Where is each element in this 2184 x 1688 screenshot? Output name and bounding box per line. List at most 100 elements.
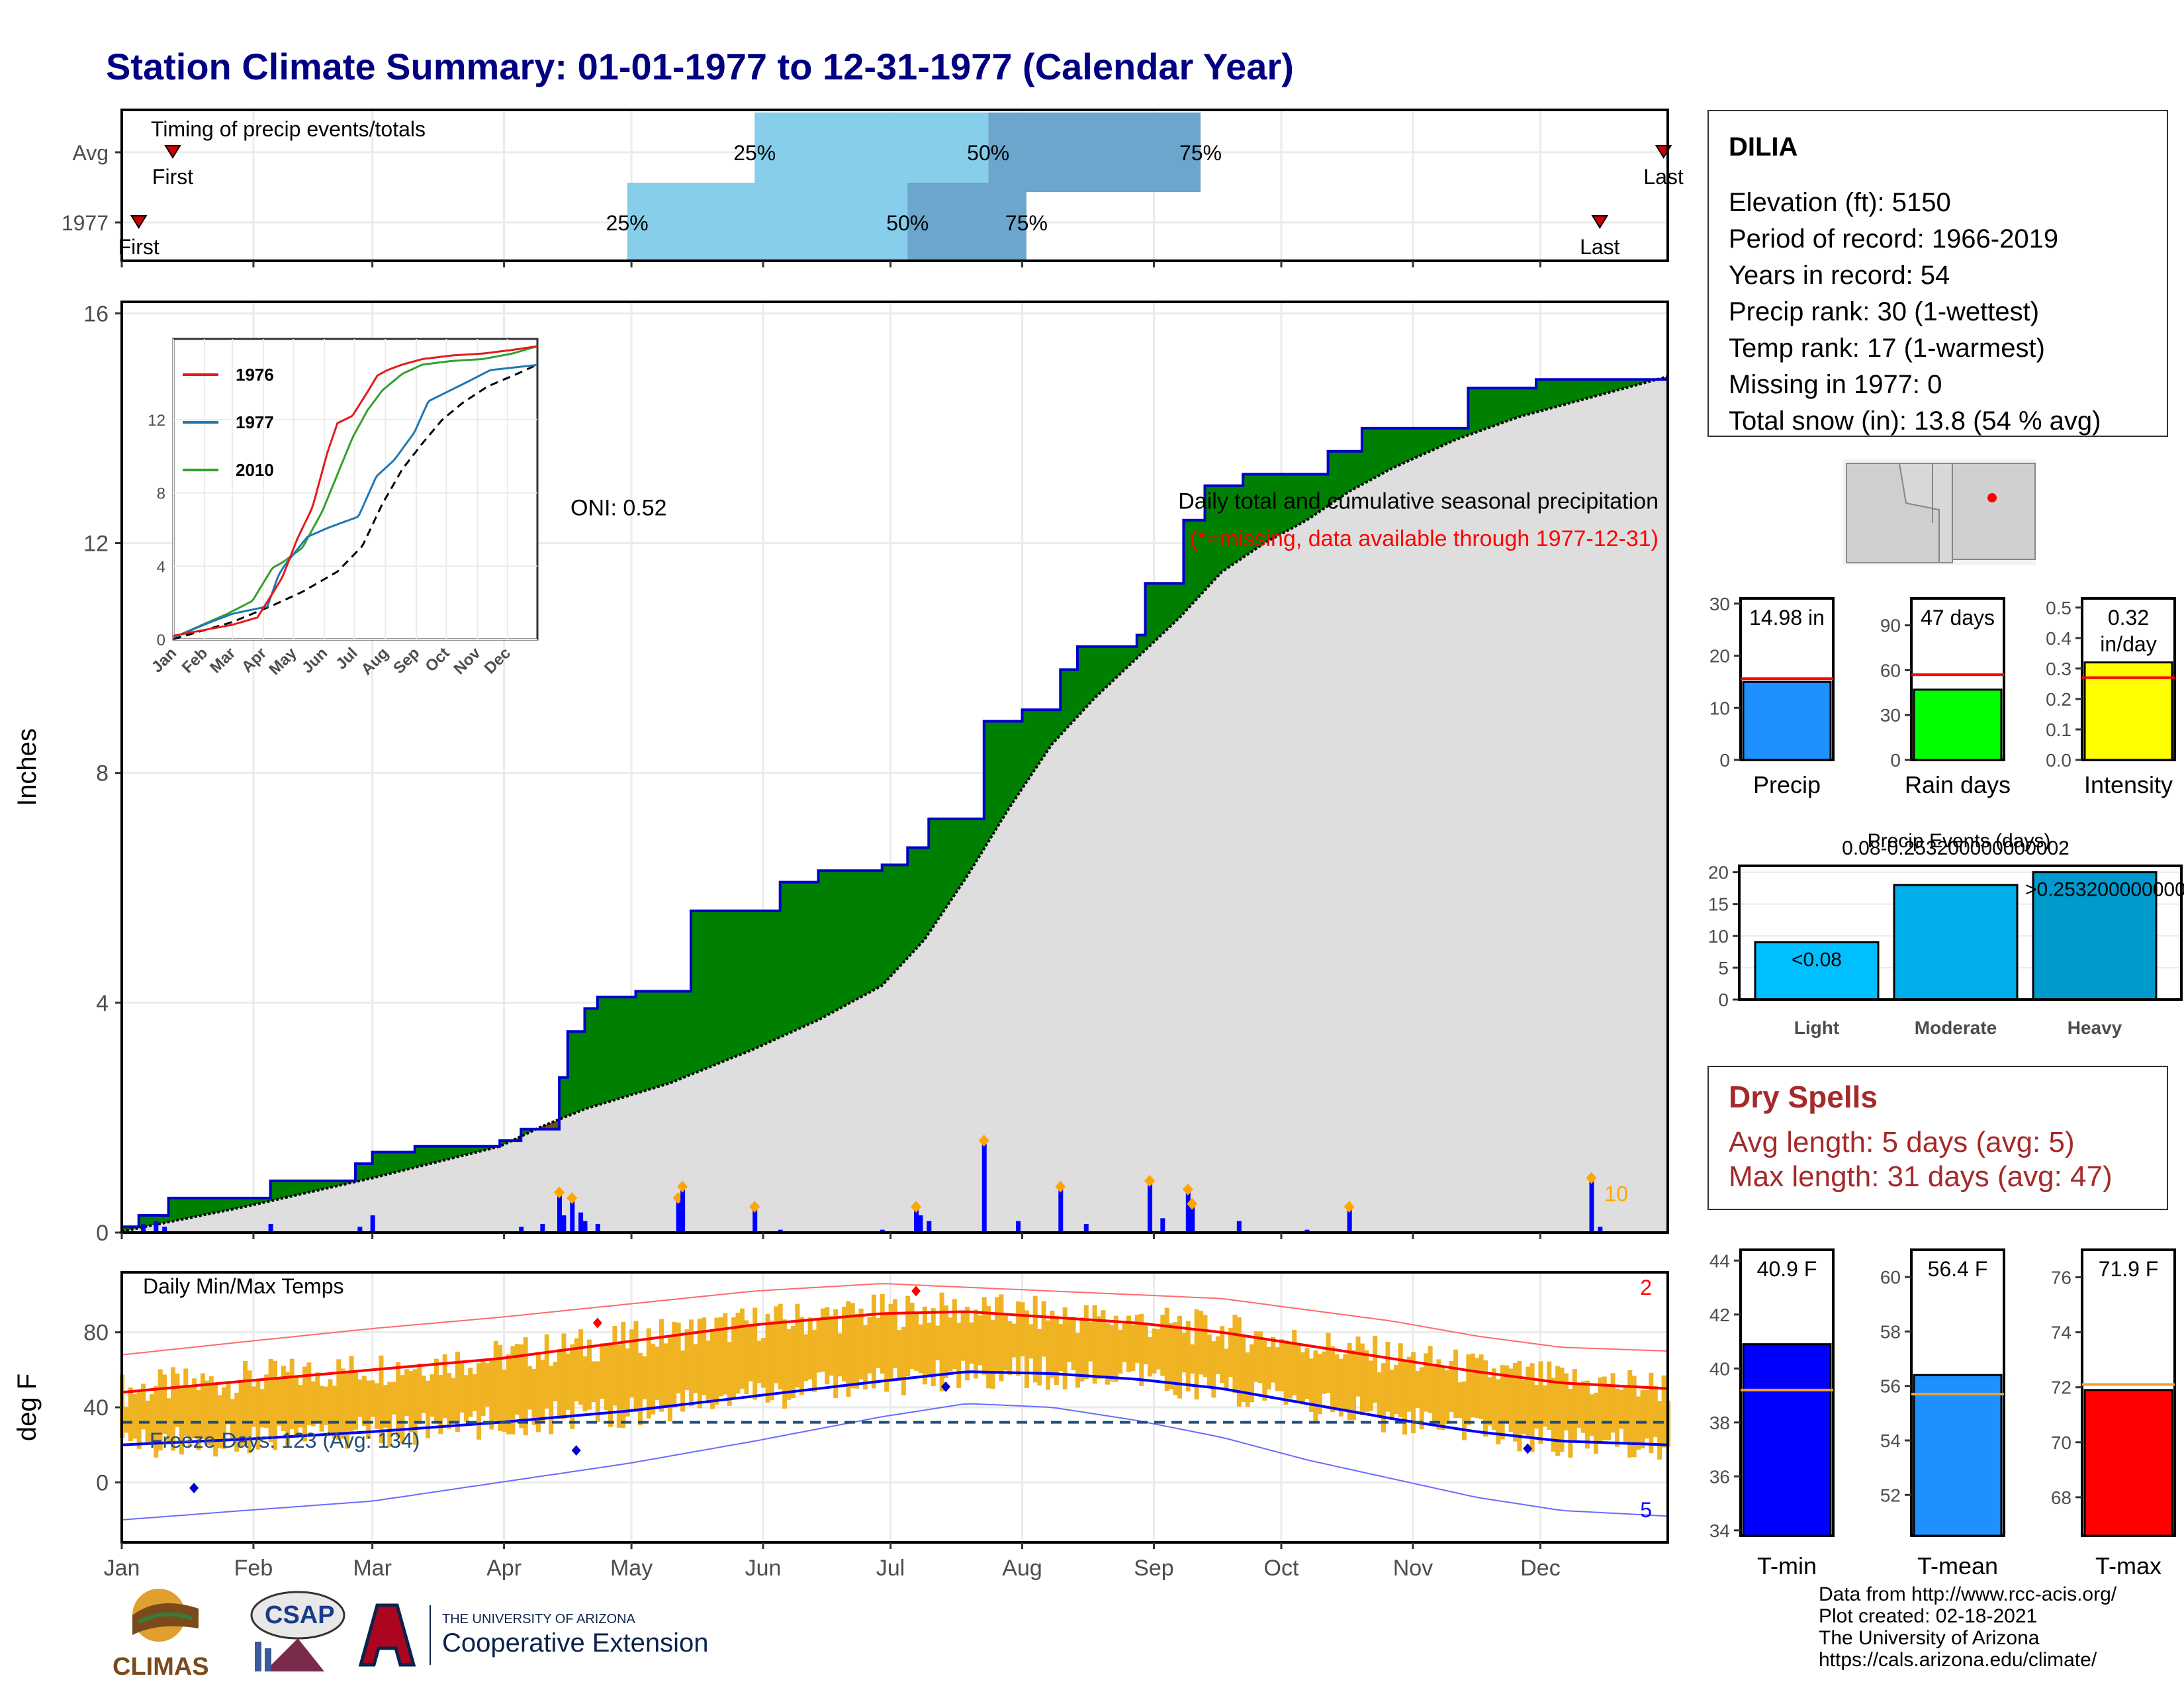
temps-daily-bar — [1173, 1322, 1178, 1395]
temps-daily-bar — [510, 1346, 516, 1434]
temps-daily-bar — [1640, 1389, 1645, 1448]
temps-panel: 0 40 80 Daily Min/Max Temps Freeze Days: 123… — [13, 1271, 1670, 1581]
temps-month-label: Sep — [1134, 1556, 1174, 1581]
timing-bar-25-50 — [754, 113, 989, 192]
temps-daily-bar — [1508, 1368, 1514, 1432]
temps-daily-bar — [595, 1361, 600, 1423]
temps-daily-bar — [1058, 1323, 1064, 1372]
temps-daily-bar — [1113, 1315, 1118, 1382]
dry-spells-max: Max length: 31 days (avg: 47) — [1729, 1160, 2113, 1193]
temps-daily-bar — [1555, 1366, 1561, 1456]
temps-daily-bar — [944, 1305, 949, 1378]
precip-daily-bar — [1190, 1203, 1195, 1233]
temps-daily-bar — [1224, 1348, 1229, 1391]
temps-daily-bar — [799, 1317, 804, 1395]
precip-daily-bar — [154, 1221, 159, 1233]
temps-daily-bar — [1190, 1344, 1195, 1374]
temps-record-marker — [941, 1381, 951, 1392]
temps-daily-bar — [1475, 1358, 1480, 1418]
events-y-tick-label: 5 — [1718, 958, 1729, 978]
timing-p25-label: 25% — [606, 211, 649, 235]
temps-daily-bar — [578, 1329, 584, 1405]
temps-daily-bar — [625, 1348, 630, 1417]
temps-daily-bar — [268, 1358, 273, 1442]
temps-month-label: Mar — [353, 1556, 392, 1581]
temps-daily-bar — [1598, 1377, 1603, 1443]
temps-daily-bar — [1479, 1354, 1484, 1420]
temps-daily-bar — [765, 1313, 770, 1403]
temps-y-tick-label: 80 — [83, 1321, 109, 1346]
temps-daily-bar — [285, 1372, 291, 1446]
temps-daily-bar — [302, 1366, 307, 1442]
temps-daily-bar — [1606, 1385, 1612, 1440]
temps-daily-bar — [1185, 1321, 1191, 1392]
temps-daily-bar — [1199, 1311, 1204, 1375]
station-total-snow: Total snow (in): 13.8 (54 % avg) — [1729, 406, 2101, 436]
temps-daily-bar — [1563, 1373, 1569, 1430]
temps-daily-bar — [1576, 1383, 1582, 1428]
precip-record-marker — [1586, 1172, 1597, 1184]
inset-legend-label: 1976 — [236, 365, 274, 385]
temps-daily-bar — [1024, 1310, 1029, 1389]
temps-month-label: Jun — [745, 1556, 782, 1581]
temps-daily-bar — [306, 1362, 312, 1425]
temps-daily-bar — [1449, 1360, 1454, 1413]
temps-daily-bar — [1504, 1365, 1510, 1424]
temps-daily-bar — [447, 1373, 452, 1429]
temps-daily-bar — [141, 1383, 146, 1430]
intensity-value-text: 0.32 — [2108, 606, 2149, 630]
temps-daily-bar — [1079, 1317, 1085, 1382]
precip-daily-bar — [752, 1206, 758, 1233]
station-precip-rank: Precip rank: 30 (1-wettest) — [1729, 297, 2040, 326]
temps-daily-bar — [1538, 1361, 1543, 1444]
precip-daily-bar — [1083, 1223, 1089, 1233]
timing-p75-label: 75% — [1179, 141, 1222, 165]
inset-average-line — [173, 363, 538, 640]
temps-daily-bar — [549, 1366, 554, 1434]
temps-daily-bar — [1631, 1376, 1637, 1458]
temps-daily-bar — [383, 1385, 388, 1428]
temps-daily-bar — [514, 1344, 520, 1415]
temps-daily-bar — [727, 1342, 732, 1406]
logos: CLIMAS CSAP THE UNIVERSITY OF ARIZONA Co… — [113, 1589, 708, 1681]
temps-daily-bar — [973, 1309, 978, 1379]
temps-daily-bar — [1292, 1329, 1297, 1395]
tmean-y-tick-label: 56 — [1880, 1376, 1901, 1397]
temps-daily-bar — [778, 1303, 783, 1389]
precip-record-marker — [1182, 1183, 1193, 1196]
climas-logo: CLIMAS — [113, 1589, 209, 1681]
temps-y-axis-label: deg F — [13, 1374, 42, 1441]
events-panel: Precip Events (days) 0 5 10 15 20 Light Moderat… — [1708, 830, 2184, 1038]
tmax-y-tick-label: 74 — [2051, 1323, 2071, 1343]
temps-daily-bar — [459, 1362, 465, 1413]
temps-daily-bar — [858, 1308, 864, 1380]
temps-freeze-label: Freeze Days: 123 (Avg: 134) — [150, 1429, 420, 1452]
temps-month-label: May — [610, 1556, 653, 1581]
climas-logo-text: CLIMAS — [113, 1653, 209, 1681]
temps-daily-bar — [493, 1340, 498, 1421]
temps-daily-bar — [1160, 1315, 1165, 1376]
temps-daily-bar — [506, 1354, 511, 1434]
temps-daily-bar — [183, 1368, 189, 1436]
inset-legend-label: 2010 — [236, 460, 274, 480]
temps-daily-bar — [867, 1317, 872, 1374]
timing-bar-50-75 — [988, 113, 1201, 192]
temps-daily-bar — [1181, 1333, 1187, 1373]
temps-daily-bar — [561, 1333, 567, 1419]
events-text-moderate: 0.08-0.253200000000002 — [1842, 837, 2070, 859]
precip-y-tick-label: 16 — [83, 301, 109, 326]
temps-y-tick-label: 0 — [96, 1470, 109, 1495]
rain-days-y-tick-label: 90 — [1880, 616, 1901, 636]
tmax-y-tick-label: 70 — [2051, 1432, 2071, 1453]
temps-daily-bar — [412, 1369, 418, 1445]
temps-daily-bar — [1164, 1307, 1169, 1391]
temps-daily-bar — [217, 1395, 222, 1448]
precip-total-label: Precip — [1753, 771, 1821, 798]
dry-spells-title: Dry Spells — [1729, 1080, 1878, 1114]
timing-panel-label: Timing of precip events/totals — [151, 117, 426, 141]
temps-daily-bar — [400, 1375, 405, 1443]
temps-daily-bar — [1228, 1328, 1233, 1377]
temps-daily-bar — [969, 1322, 974, 1364]
timing-last-marker-label: Last — [1580, 235, 1620, 259]
dry-spells-box: Dry Spells Avg length: 5 days (avg: 5) M… — [1707, 1066, 2168, 1210]
